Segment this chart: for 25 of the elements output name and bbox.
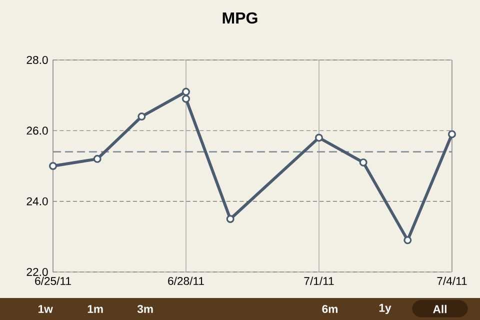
x-tick-label: 7/1/11 [304,276,334,286]
text: All [433,304,446,314]
point [314,134,323,142]
text: 3m [137,304,153,314]
x-tick-label: 7/4/11 [437,276,467,286]
point [448,130,456,138]
point [359,158,368,166]
y-tick-label: 24.0 [26,197,48,206]
point [138,112,146,121]
point [226,214,234,223]
text: 1w [38,305,53,313]
point [182,88,190,96]
x-tick-label: 6/28/11 [168,276,204,286]
text: 6m [322,304,338,313]
point [182,94,190,103]
text: 1m [88,305,103,313]
x-tick-label: 6/25/11 [35,276,71,286]
point [404,236,412,244]
y-tick-label: 22.0 [26,268,48,276]
y-tick-label: 26.0 [26,126,48,135]
point [49,162,58,170]
point [93,154,102,163]
y-tick-label: 28.0 [26,56,48,64]
chart-title: MPG [222,12,258,24]
text: 1y [379,304,392,314]
